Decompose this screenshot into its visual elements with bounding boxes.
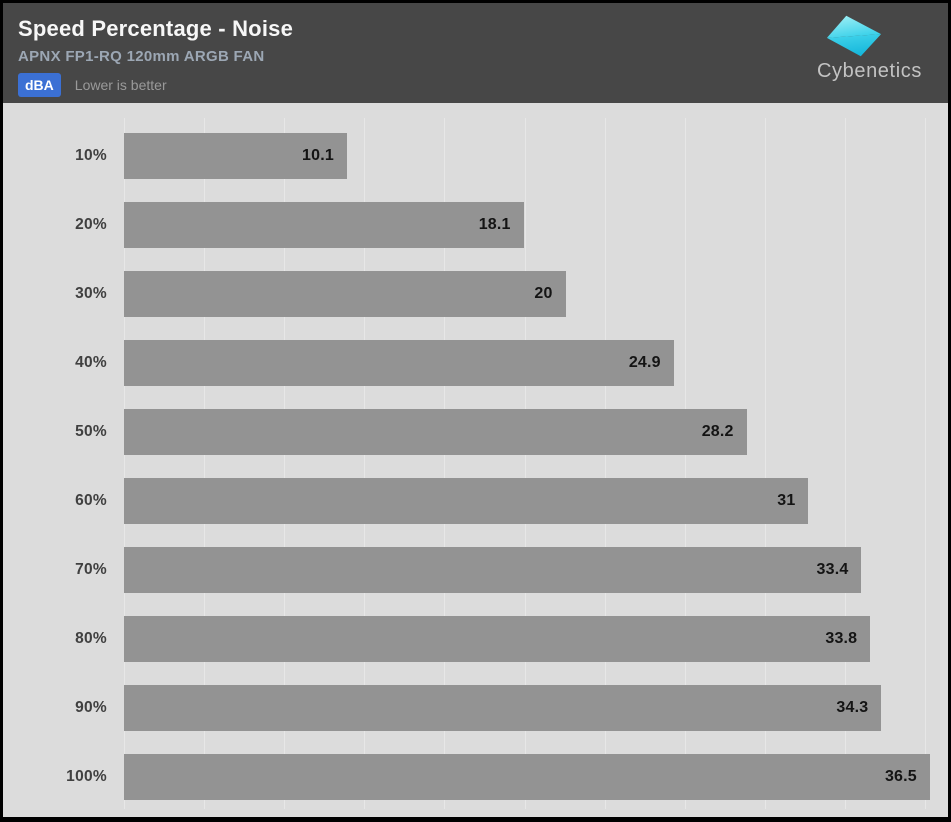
value-label: 33.4	[816, 560, 849, 578]
category-label: 60%	[75, 491, 107, 509]
cybenetics-logo: Cybenetics	[817, 13, 935, 83]
bar: 31	[124, 477, 809, 524]
chart-title: Speed Percentage - Noise	[18, 16, 294, 41]
gridline	[124, 118, 125, 809]
bar: 18.1	[124, 201, 524, 248]
chart-row: 60% 31	[3, 466, 948, 535]
bar: 10.1	[124, 132, 347, 179]
gridline	[684, 118, 686, 809]
bar: 28.2	[124, 408, 747, 455]
gridline	[604, 118, 606, 809]
chart-row: 70% 33.4	[3, 535, 948, 604]
category-label: 90%	[75, 698, 107, 716]
value-label: 20	[534, 284, 553, 302]
bar: 36.5	[124, 753, 930, 800]
bar: 33.4	[124, 546, 862, 593]
gridline	[364, 118, 366, 809]
bar-chart: 10% 10.1 20% 18.1 30% 20 40% 24.9 50% 28…	[3, 103, 948, 817]
chart-row: 100% 36.5	[3, 742, 948, 811]
category-label: 70%	[75, 560, 107, 578]
gridline	[284, 118, 286, 809]
category-label: 20%	[75, 215, 107, 233]
chart-row: 10% 10.1	[3, 121, 948, 190]
category-label: 80%	[75, 629, 107, 647]
cybenetics-logo-icon	[826, 15, 882, 57]
bar: 20	[124, 270, 566, 317]
category-label: 10%	[75, 146, 107, 164]
chart-row: 40% 24.9	[3, 328, 948, 397]
value-label: 10.1	[302, 146, 334, 164]
value-label: 33.8	[825, 629, 858, 647]
chart-subtitle: APNX FP1-RQ 120mm ARGB FAN	[18, 48, 265, 65]
chart-row: 80% 33.8	[3, 604, 948, 673]
gridline	[444, 118, 446, 809]
category-label: 30%	[75, 284, 107, 302]
value-label: 34.3	[836, 698, 869, 716]
value-label: 28.2	[701, 422, 734, 440]
category-label: 50%	[75, 422, 107, 440]
gridline	[524, 118, 526, 809]
cybenetics-logo-text: Cybenetics	[817, 60, 922, 82]
bar: 24.9	[124, 339, 674, 386]
gridline	[764, 118, 766, 809]
chart-rows: 10% 10.1 20% 18.1 30% 20 40% 24.9 50% 28…	[3, 121, 948, 811]
bar: 34.3	[124, 684, 882, 731]
chart-header: Speed Percentage - Noise APNX FP1-RQ 120…	[3, 3, 948, 103]
gridline	[925, 118, 926, 809]
lower-is-better-note: Lower is better	[74, 77, 167, 93]
category-label: 100%	[66, 767, 107, 785]
category-label: 40%	[75, 353, 107, 371]
value-label: 31	[777, 491, 796, 509]
unit-row: dBA Lower is better	[18, 73, 932, 97]
chart-row: 90% 34.3	[3, 673, 948, 742]
chart-row: 20% 18.1	[3, 190, 948, 259]
unit-badge: dBA	[18, 73, 61, 97]
chart-row: 50% 28.2	[3, 397, 948, 466]
chart-row: 30% 20	[3, 259, 948, 328]
gridline	[204, 118, 206, 809]
value-label: 18.1	[478, 215, 511, 233]
value-label: 36.5	[884, 767, 917, 785]
value-label: 24.9	[628, 353, 661, 371]
bar: 33.8	[124, 615, 871, 662]
gridline	[844, 118, 846, 809]
